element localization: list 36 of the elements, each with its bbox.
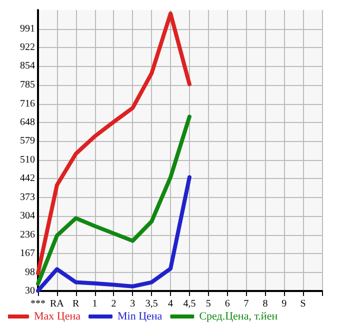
- x-tick-label: S: [300, 298, 306, 310]
- x-tick-label: 5: [206, 298, 211, 310]
- x-tick-label: 2: [111, 298, 116, 310]
- y-tick-label: 991: [20, 23, 35, 34]
- y-tick-label: 98: [25, 266, 35, 278]
- legend-label: Min Цена: [118, 310, 162, 322]
- legend-label: Сред.Цена, т.йен: [199, 310, 278, 322]
- x-tick-label: 3: [130, 298, 136, 310]
- y-tick-label: 510: [20, 154, 35, 166]
- y-tick-label: 648: [20, 116, 35, 128]
- x-tick-label: R: [72, 298, 80, 310]
- x-tick-label: 6: [224, 298, 230, 310]
- y-tick-label: 854: [20, 60, 35, 72]
- y-tick-label: 30: [25, 286, 35, 296]
- x-tick-label: 8: [262, 298, 268, 310]
- x-tick-label: 3,5: [145, 298, 158, 310]
- y-tick-label: 236: [20, 229, 35, 240]
- y-tick-label: 442: [20, 173, 35, 184]
- y-tick-label: 785: [20, 80, 35, 91]
- legend-label: Max Цена: [34, 310, 81, 322]
- y-tick-label: 579: [20, 136, 35, 147]
- line-series: [36, 175, 192, 293]
- x-tick-label: 7: [244, 298, 249, 310]
- y-tick-label: 922: [20, 42, 35, 54]
- x-tick-label: ***: [30, 298, 46, 310]
- x-tick-label: 1: [92, 298, 98, 310]
- line-series: [36, 12, 192, 276]
- x-tick-label: 4: [168, 298, 174, 310]
- y-tick-label: 716: [20, 98, 35, 110]
- line-series: [36, 114, 192, 286]
- x-tick-label: RA: [50, 298, 65, 310]
- x-tick-label: 4,5: [183, 298, 196, 310]
- x-tick-label: 9: [282, 298, 287, 310]
- y-tick-label: 373: [20, 192, 35, 203]
- y-tick-label: 167: [20, 248, 35, 260]
- y-tick-label: 304: [20, 210, 35, 222]
